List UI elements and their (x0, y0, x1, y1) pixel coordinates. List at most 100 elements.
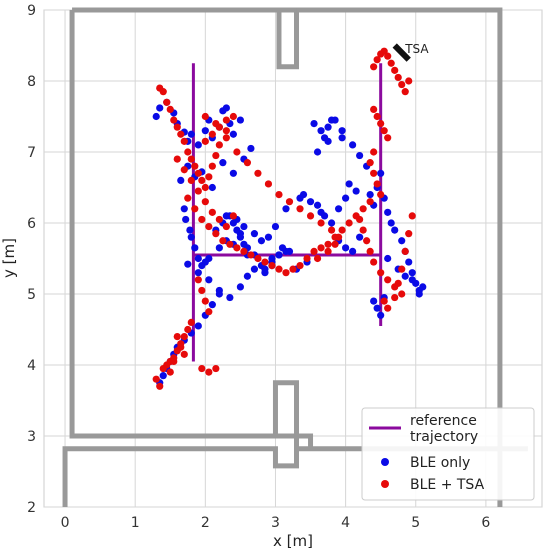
ble-tsa-point (201, 137, 209, 145)
tsa-marker-group: TSA (392, 42, 429, 62)
ble-only-point (324, 137, 332, 145)
ble-tsa-point (208, 130, 216, 138)
ble-only-point (215, 244, 223, 252)
ble-only-point (377, 169, 385, 177)
ble-only-point (184, 260, 192, 268)
ble-only-point (342, 244, 350, 252)
ble-only-point (356, 233, 364, 241)
ble-only-point (236, 283, 244, 291)
ble-tsa-point (159, 88, 167, 96)
ble-only-point (334, 205, 343, 213)
ble-tsa-point (377, 269, 385, 277)
ble-tsa-point (229, 112, 237, 121)
ble-tsa-point (233, 148, 241, 156)
x-tick-label: 4 (341, 515, 350, 531)
ble-only-point (306, 198, 315, 206)
ble-only-point (250, 230, 259, 238)
ble-only-point (345, 180, 353, 188)
ble-tsa-point (184, 194, 192, 202)
ble-tsa-point (398, 290, 406, 298)
ble-tsa-point (222, 127, 230, 135)
ble-tsa-point (187, 176, 195, 184)
wall-segment (69, 10, 300, 439)
ble-tsa-point (356, 215, 364, 224)
ble-tsa-point (215, 215, 223, 224)
ble-only-point (180, 205, 188, 213)
ble-tsa-point (370, 169, 378, 177)
ble-only-point (194, 322, 202, 330)
ble-only-point (205, 254, 213, 263)
ble-only-point (398, 237, 406, 245)
ble-tsa-point (285, 198, 294, 206)
ble-tsa-point (208, 208, 216, 216)
ble-only-point (156, 104, 164, 112)
ble-only-point (240, 240, 248, 248)
ble-tsa-point (268, 262, 276, 270)
ble-tsa-point (194, 169, 202, 177)
ble-only-point (349, 247, 357, 255)
ble-tsa-point (394, 279, 402, 287)
ble-tsa-point (380, 47, 388, 55)
ble-tsa-point (212, 364, 220, 373)
ble-tsa-point (324, 247, 332, 255)
ble-only-point (405, 258, 413, 266)
ble-only-point (250, 265, 259, 273)
ble-only-point (331, 116, 339, 124)
ble-tsa-point (163, 98, 171, 106)
ble-tsa-point (201, 198, 209, 206)
ble-tsa-point (159, 364, 167, 373)
wall-segment (62, 433, 528, 507)
ble-only-point (233, 226, 241, 234)
ble-only-point (373, 304, 381, 312)
y-tick-label: 6 (27, 216, 36, 232)
ble-tsa-point (191, 205, 199, 213)
ble-tsa-point (391, 293, 399, 302)
legend-blue-swatch (381, 458, 389, 466)
ble-tsa-point (201, 183, 209, 192)
ble-tsa-point (405, 77, 413, 85)
ble-tsa-point (194, 187, 202, 195)
ble-only-point (338, 127, 346, 135)
ble-tsa-point (198, 215, 206, 224)
ble-only-point (324, 123, 332, 131)
ble-tsa-point (208, 162, 216, 170)
ble-tsa-point (359, 205, 367, 213)
ble-only-point (401, 272, 409, 280)
ble-only-point (366, 191, 374, 199)
ble-only-point (177, 176, 185, 184)
ble-only-point (257, 237, 266, 245)
legend-label-ble-only: BLE only (410, 455, 470, 471)
ble-tsa-point (191, 162, 199, 170)
ble-tsa-point (275, 191, 283, 199)
ble-only-point (208, 183, 216, 192)
ble-tsa-point (359, 226, 367, 234)
ble-tsa-point (373, 56, 381, 64)
x-tick-label: 0 (61, 515, 70, 531)
ble-tsa-point (166, 368, 174, 376)
ble-tsa-point (198, 176, 206, 184)
ble-tsa-point (317, 244, 325, 252)
ble-tsa-point (180, 333, 188, 341)
ble-tsa-point (205, 368, 213, 376)
ble-only-point (352, 187, 360, 195)
ble-tsa-point (327, 226, 336, 234)
y-tick-label: 4 (27, 358, 36, 374)
ble-tsa-point (184, 325, 192, 334)
ble-only-point (226, 293, 234, 302)
wall-segment (296, 7, 503, 507)
walls (62, 7, 528, 507)
ble-tsa-point (254, 254, 262, 263)
ble-tsa-point (345, 219, 353, 227)
ble-tsa-point (247, 251, 255, 259)
ble-only-point (313, 148, 322, 156)
ble-tsa-point (152, 375, 160, 383)
legend-box (361, 407, 535, 501)
ble-only-point (229, 130, 237, 138)
ble-only-point (415, 290, 423, 298)
ble-only-point (186, 226, 194, 234)
ble-tsa-point (198, 364, 206, 373)
ble-only-point (261, 265, 269, 273)
ble-tsa-point (243, 159, 252, 167)
ble-tsa-point (201, 112, 209, 121)
ble-only-point (152, 112, 160, 121)
